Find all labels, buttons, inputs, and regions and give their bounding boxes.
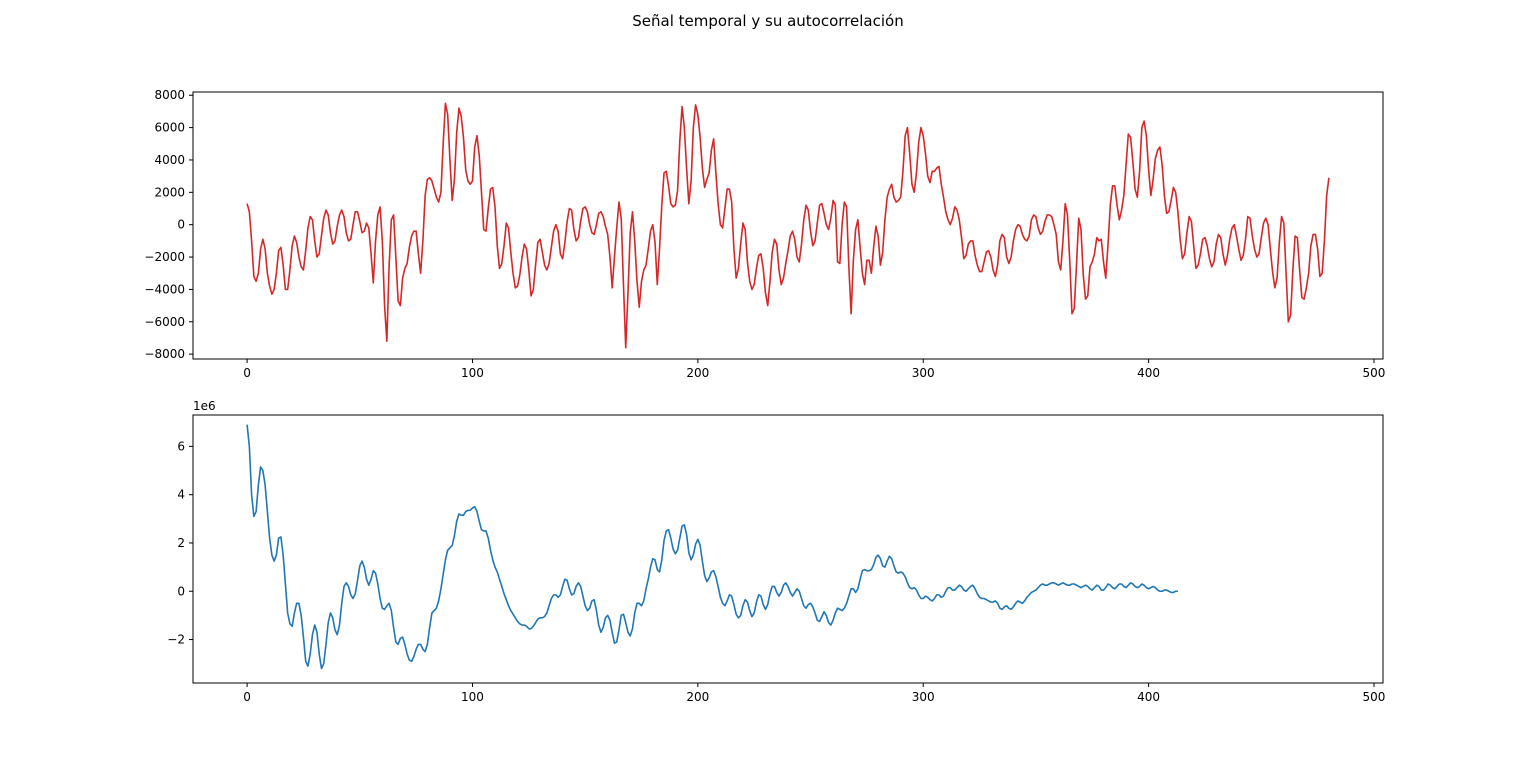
x-tick-label: 300	[912, 690, 935, 704]
x-tick-label: 200	[686, 690, 709, 704]
x-tick-label: 500	[1363, 690, 1386, 704]
y-tick-label: 0	[177, 218, 185, 232]
x-tick-label: 300	[912, 366, 935, 380]
x-tick-label: 400	[1137, 690, 1160, 704]
y-tick-label: −6000	[144, 315, 185, 329]
x-tick-label: 100	[461, 366, 484, 380]
y-tick-label: −8000	[144, 347, 185, 361]
figure-title: Señal temporal y su autocorrelación	[632, 12, 904, 30]
y-tick-label: −4000	[144, 282, 185, 296]
y-tick-label: 4	[177, 488, 185, 502]
x-tick-label: 400	[1137, 366, 1160, 380]
signal-axes: 0 100 200 300 400 500 −8000 −6000 −4000 −2000 0 200…	[144, 88, 1385, 380]
y-tick-label: 4000	[154, 153, 185, 167]
x-tick-label: 0	[243, 690, 251, 704]
x-tick-label: 100	[461, 690, 484, 704]
y-tick-label: 6	[177, 439, 185, 453]
x-tick-label: 0	[243, 366, 251, 380]
axes-frame	[192, 414, 1384, 684]
y-tick-label: 8000	[154, 88, 185, 102]
y-tick-label: −2000	[144, 250, 185, 264]
y-tick-label: 2	[177, 536, 185, 550]
axes-frame	[192, 91, 1384, 360]
series-line-1-0	[246, 424, 1178, 670]
series-line-0-0	[246, 102, 1330, 349]
autocorrelation-axes: 0 100 200 300 400 500 −2 0 2 4 6 1e6	[167, 399, 1385, 704]
x-tick-label: 200	[686, 366, 709, 380]
y-tick-label: 6000	[154, 121, 185, 135]
y-tick-label: −2	[167, 633, 185, 647]
y-tick-label: 0	[177, 584, 185, 598]
y-tick-label: 2000	[154, 185, 185, 199]
x-tick-label: 500	[1363, 366, 1386, 380]
y-offset-text: 1e6	[193, 399, 216, 413]
